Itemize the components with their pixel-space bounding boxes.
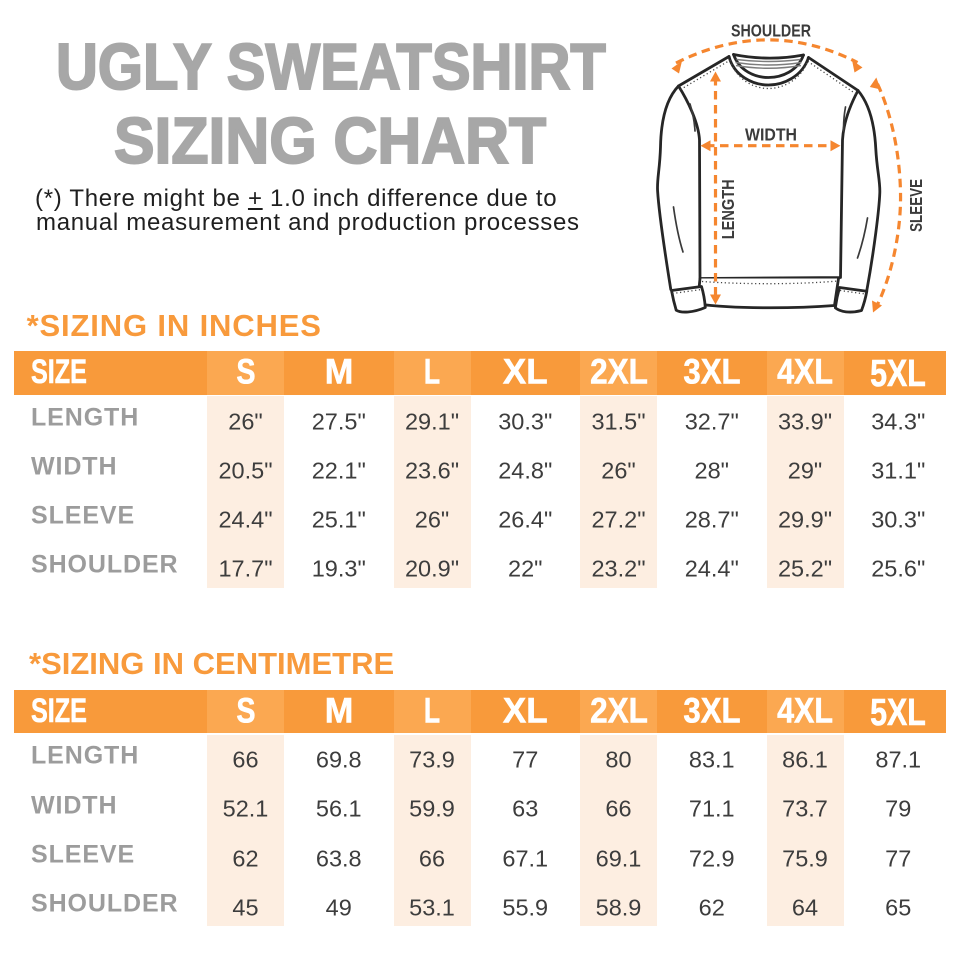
svg-text:SLEEVE: SLEEVE: [906, 179, 926, 232]
svg-text:WIDTH: WIDTH: [745, 125, 797, 145]
svg-text:SHOULDER: SHOULDER: [731, 21, 811, 41]
svg-text:LENGTH: LENGTH: [718, 179, 738, 239]
